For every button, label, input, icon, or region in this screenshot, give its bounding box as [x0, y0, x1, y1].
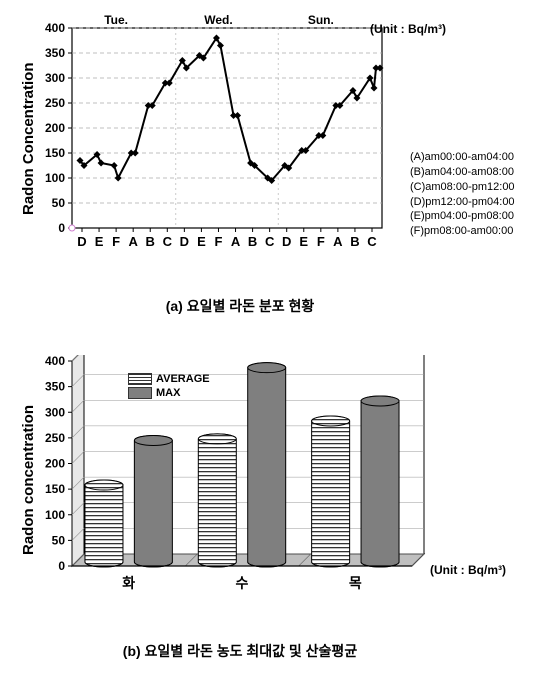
svg-text:400: 400 [45, 21, 65, 35]
line-chart-unit-label: (Unit : Bq/m³) [370, 22, 446, 36]
svg-text:D: D [77, 234, 86, 249]
svg-text:A: A [333, 234, 343, 249]
legend-item-e: (E)pm04:00-pm08:00 [410, 209, 515, 224]
bar-chart-caption: (b) 요일별 라돈 농도 최대값 및 산술평균 [40, 641, 440, 661]
svg-text:50: 50 [52, 533, 66, 547]
bar-chart-legend: AVERAGE MAX [128, 373, 210, 401]
svg-text:Tue.: Tue. [104, 13, 128, 27]
svg-text:수: 수 [236, 575, 249, 591]
svg-text:B: B [146, 234, 155, 249]
svg-text:0: 0 [58, 221, 65, 235]
svg-text:D: D [180, 234, 189, 249]
svg-text:250: 250 [45, 431, 65, 445]
legend-label-average: AVERAGE [156, 373, 210, 385]
legend-swatch-average [128, 373, 152, 385]
legend-item-a: (A)am00:00-am04:00 [410, 150, 515, 165]
legend-item-c: (C)am08:00-pm12:00 [410, 180, 515, 195]
svg-text:E: E [95, 234, 104, 249]
svg-text:50: 50 [52, 196, 66, 210]
svg-text:화: 화 [122, 575, 135, 591]
svg-text:E: E [299, 234, 308, 249]
line-chart-caption: (a) 요일별 라돈 분포 현황 [40, 296, 440, 316]
svg-text:A: A [128, 234, 138, 249]
svg-text:Sun.: Sun. [308, 13, 334, 27]
svg-text:100: 100 [45, 508, 65, 522]
svg-text:300: 300 [45, 71, 65, 85]
svg-text:0: 0 [58, 559, 65, 573]
svg-text:E: E [197, 234, 206, 249]
svg-text:B: B [350, 234, 359, 249]
svg-text:250: 250 [45, 96, 65, 110]
svg-text:목: 목 [349, 575, 362, 591]
svg-text:200: 200 [45, 457, 65, 471]
svg-text:F: F [317, 234, 325, 249]
bar-chart-unit-label: (Unit : Bq/m³) [430, 563, 506, 577]
svg-text:200: 200 [45, 121, 65, 135]
svg-text:Wed.: Wed. [204, 13, 232, 27]
bar-chart-svg: 0 50 100 150 200 250 300 350 400 화 수 목 [10, 355, 450, 615]
svg-text:D: D [282, 234, 291, 249]
line-chart-panel: Radon Concentration 05010015020025030035… [10, 10, 557, 315]
svg-text:300: 300 [45, 405, 65, 419]
svg-text:C: C [163, 234, 173, 249]
svg-text:C: C [367, 234, 377, 249]
svg-text:C: C [265, 234, 275, 249]
svg-text:150: 150 [45, 146, 65, 160]
svg-text:A: A [231, 234, 241, 249]
svg-text:350: 350 [45, 46, 65, 60]
svg-text:350: 350 [45, 380, 65, 394]
legend-swatch-max [128, 387, 152, 399]
legend-item-b: (B)am04:00-am08:00 [410, 165, 515, 180]
svg-text:F: F [214, 234, 222, 249]
svg-text:B: B [248, 234, 257, 249]
line-chart-time-legend: (A)am00:00-am04:00 (B)am04:00-am08:00 (C… [410, 150, 515, 239]
svg-text:100: 100 [45, 171, 65, 185]
svg-text:F: F [112, 234, 120, 249]
bar-chart-panel: Radon concentration 05010015020025030035… [10, 355, 557, 675]
legend-label-max: MAX [156, 387, 180, 399]
svg-text:400: 400 [45, 355, 65, 368]
legend-item-f: (F)pm08:00-am00:00 [410, 224, 515, 239]
legend-item-d: (D)pm12:00-pm04:00 [410, 195, 515, 210]
svg-text:150: 150 [45, 482, 65, 496]
line-chart-svg: 050100150200250300350400DEFABCDEFABCDEFA… [10, 10, 410, 265]
